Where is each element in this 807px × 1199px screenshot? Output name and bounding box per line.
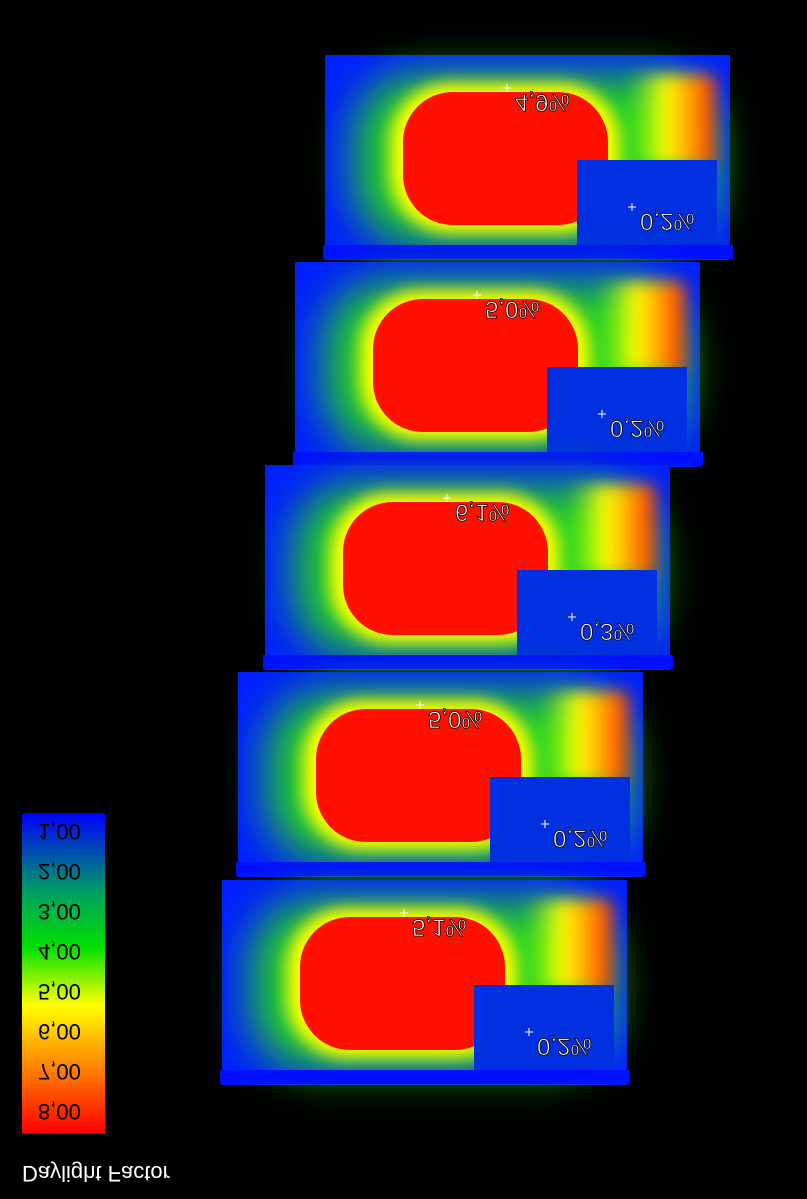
probe-marker — [473, 291, 481, 299]
peak-label: 4,9% — [515, 89, 570, 116]
dark-zone — [547, 367, 687, 452]
legend-title: Daylight Factor — [22, 1161, 170, 1186]
legend-label: 6,00 — [38, 1019, 81, 1044]
slab-edge — [323, 245, 733, 259]
probe-marker — [400, 909, 408, 917]
legend-scale — [22, 813, 105, 1133]
probe-marker — [541, 820, 549, 828]
legend-label: 7,00 — [38, 1059, 81, 1084]
legend-label: 8,00 — [38, 1099, 81, 1124]
low-label: 0,3% — [580, 618, 635, 645]
floor: 6,1% 0,3% — [263, 465, 673, 670]
slab-edge — [236, 862, 646, 876]
window-zone — [538, 692, 628, 782]
slab-edge — [293, 452, 703, 466]
probe-marker — [443, 494, 451, 502]
probe-marker — [628, 203, 636, 211]
peak-label: 6,1% — [455, 499, 510, 526]
legend: 1,00 2,00 3,00 4,00 5,00 6,00 7,00 8,00 Daylight… — [22, 819, 170, 1186]
low-label: 0,2% — [640, 208, 695, 235]
probe-marker — [525, 1028, 533, 1036]
low-label: 0,2% — [537, 1033, 592, 1060]
window-zone — [625, 75, 715, 165]
probe-marker — [416, 701, 424, 709]
floor: 5,1% 0,2% — [220, 880, 630, 1085]
floors: 4,9% 0,2% 5,0% 0,2% 6,1% 0,3% 5,0% 0,2% 5,1% 0,2% — [220, 55, 733, 1085]
dark-zone — [517, 570, 657, 655]
peak-label: 5,0% — [485, 296, 540, 323]
peak-label: 5,1% — [412, 914, 467, 941]
legend-label: 2,00 — [38, 859, 81, 884]
floor: 5,0% 0,2% — [293, 262, 703, 467]
legend-label: 3,00 — [38, 899, 81, 924]
probe-marker — [503, 84, 511, 92]
floor: 4,9% 0,2% — [323, 55, 733, 260]
red-zone — [373, 299, 578, 432]
probe-marker — [598, 410, 606, 418]
red-zone — [343, 502, 548, 635]
window-zone — [565, 485, 655, 575]
legend-label: 4,00 — [38, 939, 81, 964]
red-zone — [300, 917, 505, 1050]
red-zone — [403, 92, 608, 225]
dark-zone — [490, 777, 630, 862]
peak-label: 5,0% — [428, 706, 483, 733]
legend-label: 5,00 — [38, 979, 81, 1004]
window-zone — [522, 900, 612, 990]
red-zone — [316, 709, 521, 842]
floor: 5,0% 0,2% — [236, 672, 646, 877]
probe-marker — [568, 613, 576, 621]
low-label: 0,2% — [610, 415, 665, 442]
dark-zone — [577, 160, 717, 245]
legend-label: 1,00 — [38, 819, 81, 844]
dark-zone — [474, 985, 614, 1070]
slab-edge — [220, 1070, 630, 1084]
slab-edge — [263, 655, 673, 669]
window-zone — [595, 282, 685, 372]
low-label: 0,2% — [553, 825, 608, 852]
